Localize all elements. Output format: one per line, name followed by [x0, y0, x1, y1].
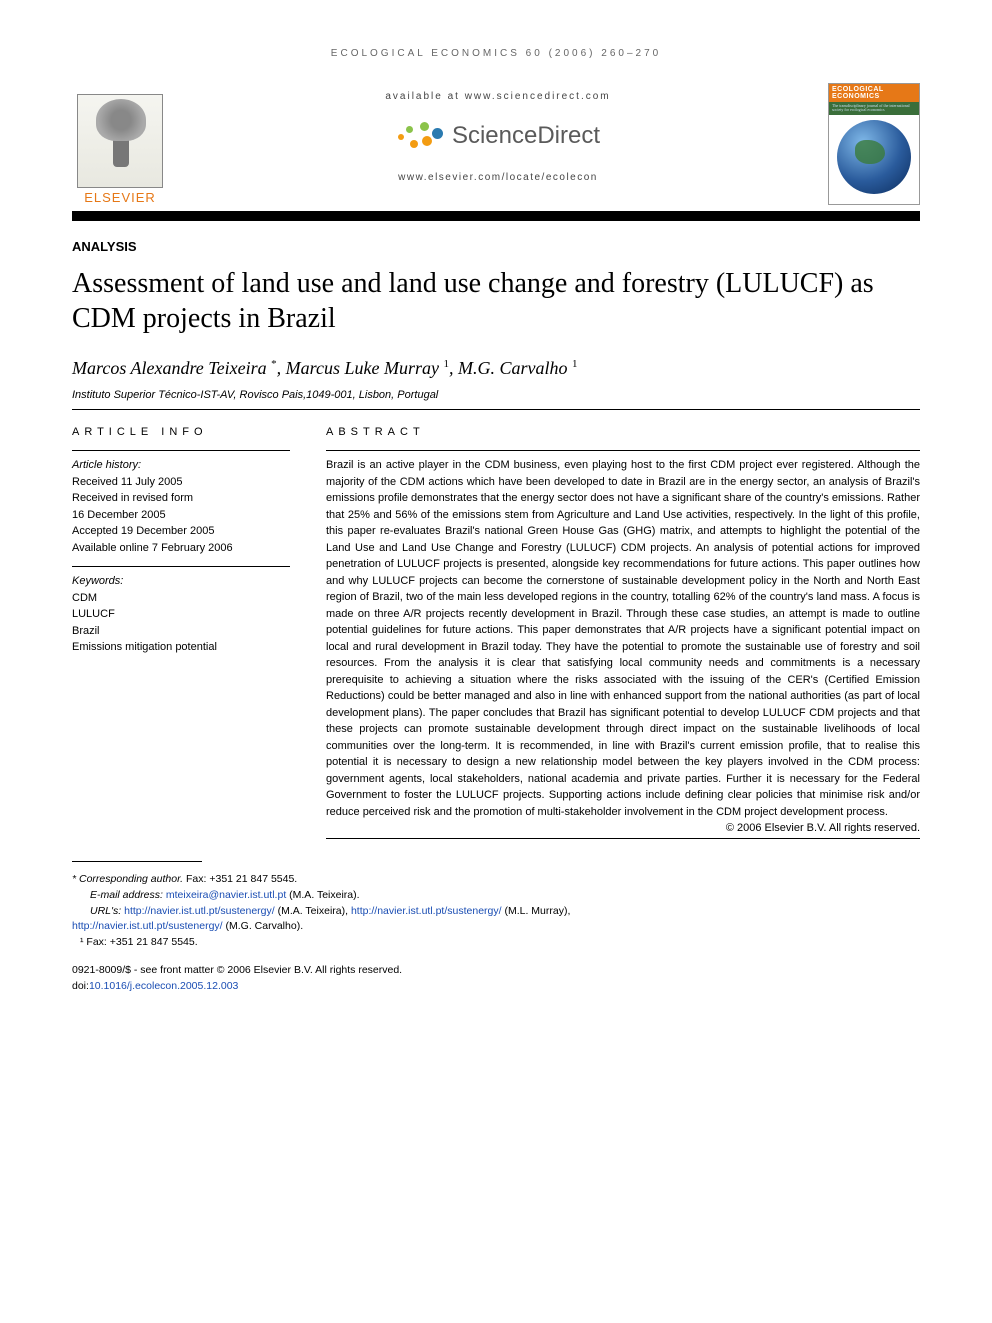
title-rule	[72, 409, 920, 410]
keyword-item: Emissions mitigation potential	[72, 639, 290, 656]
author-1: Marcos Alexandre Teixeira	[72, 358, 267, 378]
author-2: Marcus Luke Murray	[286, 358, 439, 378]
history-label: Article history:	[72, 457, 290, 474]
front-matter-line: 0921-8009/$ - see front matter © 2006 El…	[72, 963, 920, 979]
urls-line-2: http://navier.ist.utl.pt/sustenergy/ (M.…	[72, 919, 920, 935]
affil-mark-1: 1	[443, 358, 449, 370]
doi-label: doi:	[72, 980, 89, 992]
info-abstract-row: ARTICLE INFO Article history: Received 1…	[72, 426, 920, 845]
sciencedirect-wordmark: ScienceDirect	[452, 122, 600, 150]
revised-date: 16 December 2005	[72, 507, 290, 524]
keyword-item: LULUCF	[72, 606, 290, 623]
abstract-copyright: © 2006 Elsevier B.V. All rights reserved…	[326, 822, 920, 834]
abstract-rule-bottom	[326, 838, 920, 839]
article-info-heading: ARTICLE INFO	[72, 426, 290, 438]
corr-label: * Corresponding author.	[72, 873, 186, 885]
info-rule-top	[72, 450, 290, 451]
page-root: ECOLOGICAL ECONOMICS 60 (2006) 260–270 E…	[0, 0, 992, 1034]
elsevier-wordmark: ELSEVIER	[84, 190, 156, 205]
elsevier-tree-icon	[77, 94, 163, 188]
url-link-3[interactable]: http://navier.ist.utl.pt/sustenergy/	[72, 920, 223, 932]
publication-footer: 0921-8009/$ - see front matter © 2006 El…	[72, 963, 920, 995]
footnotes: * Corresponding author. Fax: +351 21 847…	[72, 872, 920, 951]
elsevier-logo: ELSEVIER	[72, 83, 168, 205]
affil-mark-1b: 1	[572, 358, 578, 370]
keyword-item: Brazil	[72, 623, 290, 640]
urls-line: URL's: http://navier.ist.utl.pt/sustener…	[72, 904, 920, 920]
authors-line: Marcos Alexandre Teixeira *, Marcus Luke…	[72, 358, 920, 379]
sciencedirect-logo: ScienceDirect	[396, 118, 600, 154]
received-line: Received 11 July 2005	[72, 474, 290, 491]
journal-cover-thumb: ECOLOGICAL ECONOMICS The transdisciplina…	[828, 83, 920, 205]
keyword-item: CDM	[72, 590, 290, 607]
urls-label: URL's:	[90, 905, 124, 917]
center-header: available at www.sciencedirect.com Scien…	[168, 83, 828, 205]
revised-label: Received in revised form	[72, 490, 290, 507]
affiliation: Instituto Superior Técnico-IST-AV, Rovis…	[72, 389, 920, 401]
masthead: ELSEVIER available at www.sciencedirect.…	[72, 83, 920, 205]
section-label: ANALYSIS	[72, 239, 920, 254]
article-history: Article history: Received 11 July 2005 R…	[72, 457, 290, 556]
locate-url-line: www.elsevier.com/locate/ecolecon	[180, 172, 816, 183]
info-rule-mid	[72, 566, 290, 567]
abstract-column: ABSTRACT Brazil is an active player in t…	[326, 426, 920, 845]
accepted-line: Accepted 19 December 2005	[72, 523, 290, 540]
footnote-rule	[72, 861, 202, 862]
abstract-text: Brazil is an active player in the CDM bu…	[326, 457, 920, 820]
online-line: Available online 7 February 2006	[72, 540, 290, 557]
abstract-heading: ABSTRACT	[326, 426, 920, 438]
footnote-1: ¹ Fax: +351 21 847 5545.	[72, 935, 920, 951]
url-link-2[interactable]: http://navier.ist.utl.pt/sustenergy/	[351, 905, 502, 917]
corr-mark: *	[271, 358, 277, 370]
doi-link[interactable]: 10.1016/j.ecolecon.2005.12.003	[89, 980, 238, 992]
email-line: E-mail address: mteixeira@navier.ist.utl…	[72, 888, 920, 904]
corr-fax: Fax: +351 21 847 5545.	[186, 873, 297, 885]
email-link[interactable]: mteixeira@navier.ist.utl.pt	[166, 889, 286, 901]
sciencedirect-dots-icon	[396, 118, 444, 154]
url-person-2: (M.L. Murray),	[502, 905, 571, 917]
email-person: (M.A. Teixeira).	[286, 889, 359, 901]
email-label: E-mail address:	[90, 889, 166, 901]
article-info-column: ARTICLE INFO Article history: Received 1…	[72, 426, 290, 845]
author-3: M.G. Carvalho	[458, 358, 568, 378]
masthead-rule	[72, 211, 920, 221]
doi-line: doi:10.1016/j.ecolecon.2005.12.003	[72, 979, 920, 995]
journal-cover-title: ECOLOGICAL ECONOMICS	[829, 84, 919, 102]
url-person-3: (M.G. Carvalho).	[223, 920, 304, 932]
journal-cover-subtitle: The transdisciplinary journal of the int…	[829, 102, 919, 115]
url-link-1[interactable]: http://navier.ist.utl.pt/sustenergy/	[124, 905, 275, 917]
running-header: ECOLOGICAL ECONOMICS 60 (2006) 260–270	[72, 48, 920, 59]
keywords-label: Keywords:	[72, 573, 290, 590]
available-at-line: available at www.sciencedirect.com	[180, 91, 816, 102]
corr-author-note: * Corresponding author. Fax: +351 21 847…	[72, 872, 920, 888]
article-title: Assessment of land use and land use chan…	[72, 266, 920, 336]
url-person-1: (M.A. Teixeira),	[275, 905, 351, 917]
note1-text: Fax: +351 21 847 5545.	[86, 936, 197, 948]
keywords-block: Keywords: CDM LULUCF Brazil Emissions mi…	[72, 573, 290, 656]
abstract-rule-top	[326, 450, 920, 451]
globe-icon	[837, 120, 911, 194]
